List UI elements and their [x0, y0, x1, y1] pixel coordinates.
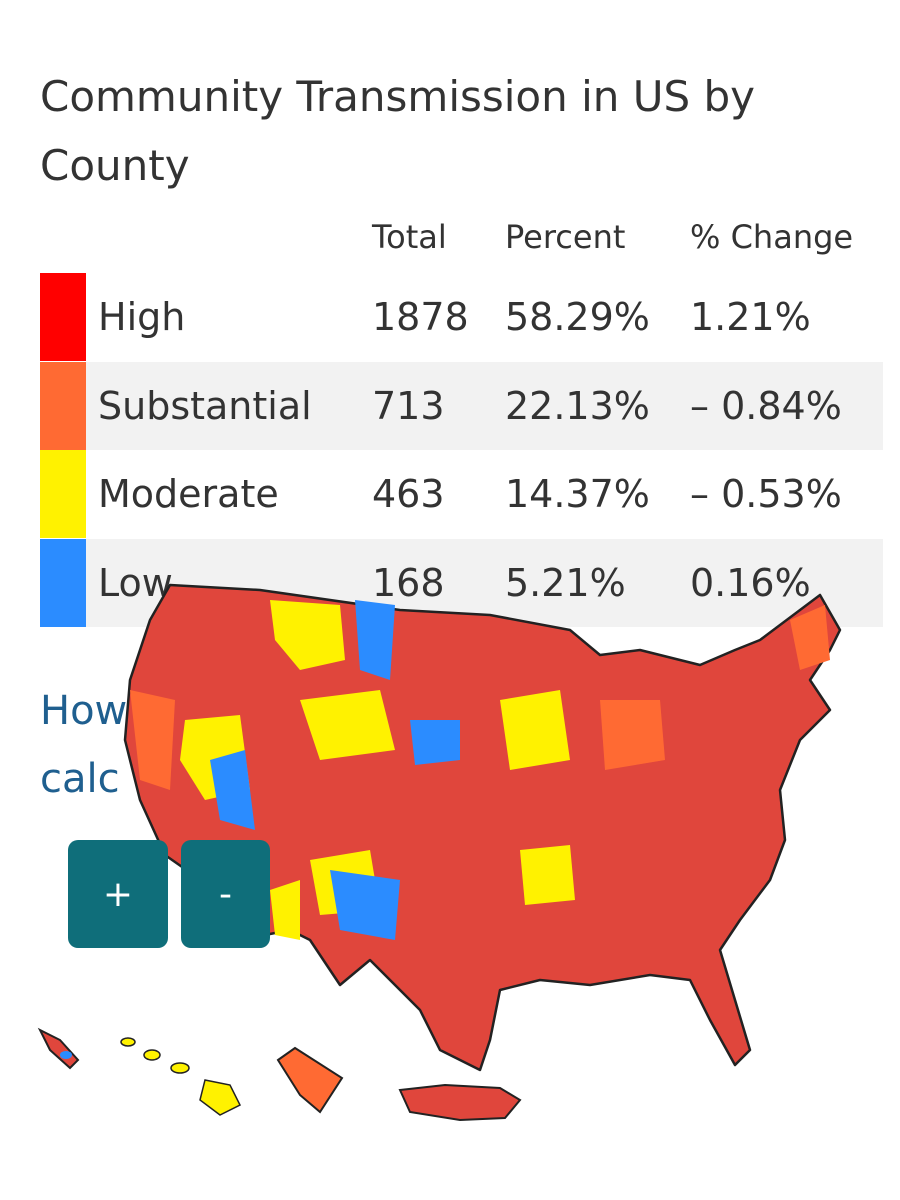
- row-total: 1878: [372, 295, 469, 339]
- row-label: Moderate: [98, 472, 279, 516]
- row-label: High: [98, 295, 186, 339]
- hawaii: [120, 1037, 242, 1116]
- row-total: 463: [372, 472, 445, 516]
- link[interactable]: How: [40, 688, 128, 734]
- region-moderate: [520, 845, 575, 905]
- row-change: – 0.84%: [690, 383, 842, 428]
- us-mainland: [123, 583, 842, 1072]
- region-low: [355, 600, 395, 680]
- row-change: 1.21%: [690, 295, 811, 339]
- region-moderate: [270, 880, 300, 940]
- row-percent: 5.21%: [505, 560, 626, 605]
- row-total: 168: [372, 560, 445, 605]
- color-swatch: [40, 273, 86, 361]
- color-swatch: [40, 361, 86, 450]
- region-low: [330, 870, 400, 940]
- table-row: High 1878 58.29% 1.21%: [40, 273, 883, 361]
- row-total: 713: [372, 383, 445, 428]
- zoom-in-button[interactable]: +: [68, 840, 168, 948]
- column-header: Percent: [505, 218, 626, 256]
- row-label: Substantial: [98, 383, 312, 428]
- alaska-low: [60, 1051, 72, 1059]
- region-low: [410, 720, 460, 765]
- column-header: % Change: [690, 218, 854, 256]
- row-percent: 14.37%: [505, 472, 650, 516]
- region-moderate: [300, 690, 395, 760]
- guam-region: [276, 1046, 344, 1114]
- row-change: 0.16%: [690, 560, 811, 605]
- row-percent: 22.13%: [505, 383, 650, 428]
- row-change: – 0.53%: [690, 472, 842, 516]
- page-title: County: [40, 141, 190, 190]
- region-low: [210, 750, 255, 830]
- color-swatch: [40, 450, 86, 538]
- table-row: Substantial 713 22.13% – 0.84%: [40, 361, 883, 450]
- page-title: Community Transmission in US by: [40, 72, 756, 121]
- color-swatch: [40, 538, 86, 627]
- puerto-rico: [398, 1083, 522, 1122]
- column-header: Total: [372, 218, 447, 256]
- table-row: Moderate 463 14.37% – 0.53%: [40, 450, 883, 538]
- region-moderate: [500, 690, 570, 770]
- region-substantial: [600, 700, 665, 770]
- alaska: [37, 1027, 80, 1070]
- region-moderate: [270, 600, 345, 670]
- link[interactable]: calc: [40, 756, 120, 802]
- row-label: Low: [98, 560, 173, 605]
- region-substantial: [130, 690, 175, 790]
- row-percent: 58.29%: [505, 295, 650, 339]
- zoom-out-button[interactable]: -: [181, 840, 270, 948]
- region-substantial: [790, 605, 830, 670]
